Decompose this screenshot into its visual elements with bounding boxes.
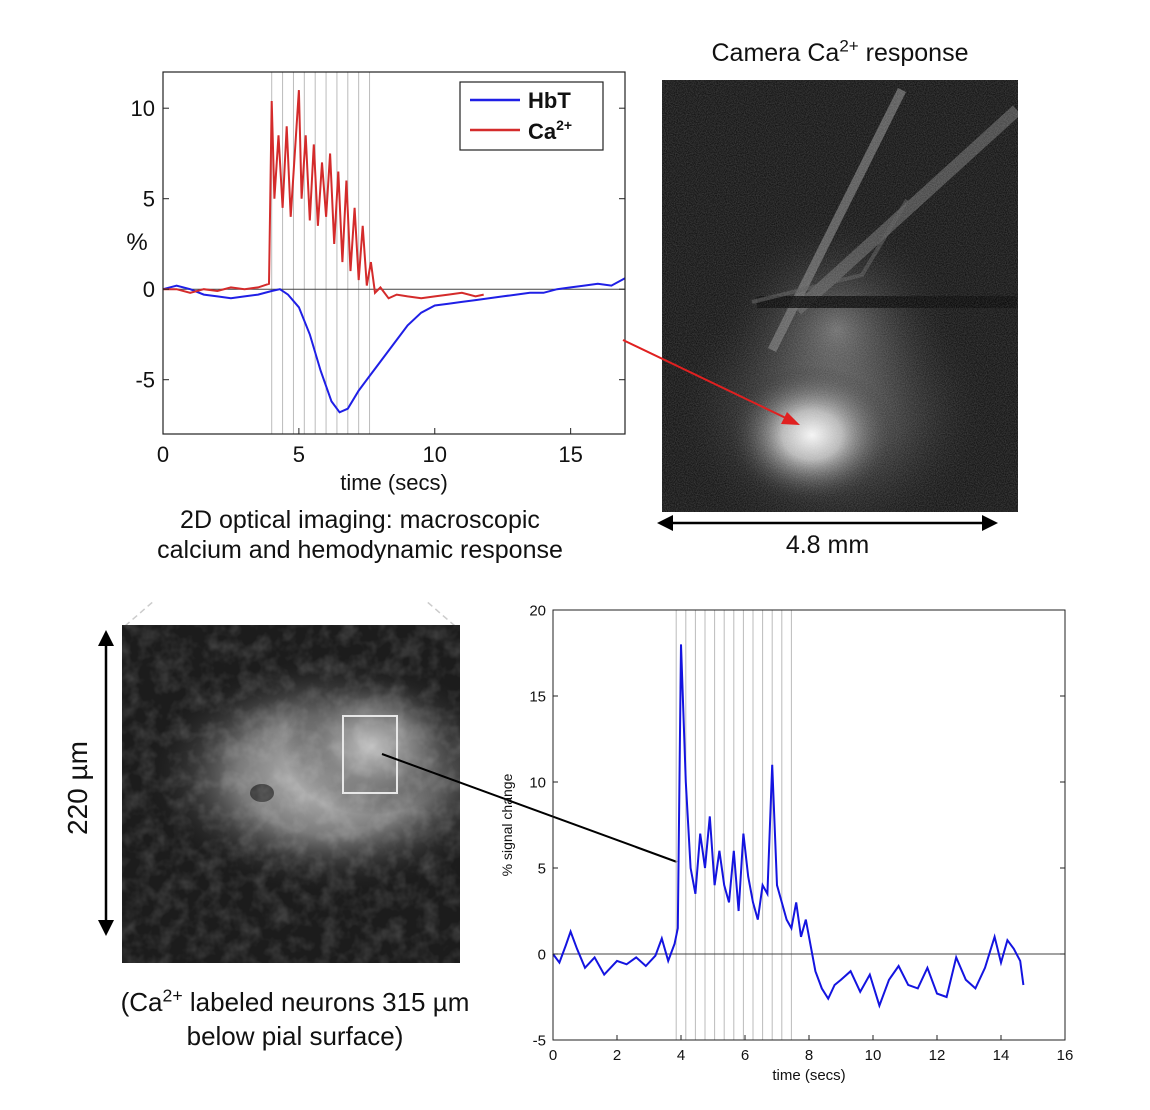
scale-label-220um: 220 µm xyxy=(62,741,93,835)
y-tick-label: 10 xyxy=(529,774,546,791)
x-tick-label: 15 xyxy=(558,442,582,467)
scale-bar-220um xyxy=(98,630,114,936)
scale-label-4-8mm: 4.8 mm xyxy=(785,531,870,559)
y-tick-label: 20 xyxy=(529,602,546,619)
top-hbt-line xyxy=(162,277,626,414)
y-tick-label: 0 xyxy=(143,277,155,302)
legend-box xyxy=(459,81,604,151)
x-tick-label: 14 xyxy=(993,1047,1010,1064)
bottom-caption-line1: (Ca2+ labeled neurons 315 µm xyxy=(120,985,470,1017)
scale-bar-4-8mm xyxy=(657,515,998,531)
x-tick-label: 5 xyxy=(293,442,305,467)
bottom-x-axis-label: time (secs) xyxy=(772,1067,845,1084)
bottom-signal-line xyxy=(552,644,1025,1009)
y-tick-label: 5 xyxy=(538,860,546,877)
x-tick-label: 12 xyxy=(929,1047,946,1064)
x-tick-label: 10 xyxy=(865,1047,882,1064)
y-tick-label: -5 xyxy=(533,1032,546,1049)
red-arrow xyxy=(622,339,800,425)
top-stimulus-lines xyxy=(271,72,371,434)
x-tick-label: 4 xyxy=(677,1047,685,1064)
roi-box xyxy=(342,715,398,794)
x-tick-label: 0 xyxy=(549,1047,557,1064)
neuron-image xyxy=(122,625,460,963)
y-tick-label: 15 xyxy=(529,688,546,705)
x-tick-label: 16 xyxy=(1057,1047,1074,1064)
red-arrow-head xyxy=(781,412,800,425)
x-tick-label: 0 xyxy=(157,442,169,467)
y-tick-label: 5 xyxy=(143,186,155,211)
x-tick-label: 10 xyxy=(423,442,447,467)
top-caption: 2D optical imaging: macroscopic calcium … xyxy=(95,505,625,565)
legend-hbt-label: HbT xyxy=(528,88,571,113)
roi-connector xyxy=(381,753,678,863)
top-plot-frame xyxy=(162,71,626,435)
top-x-axis-label: time (secs) xyxy=(340,470,448,495)
top-caption-line1: 2D optical imaging: macroscopic xyxy=(180,506,540,534)
x-tick-label: 6 xyxy=(741,1047,749,1064)
y-tick-label: -5 xyxy=(135,367,155,392)
x-tick-label: 8 xyxy=(805,1047,813,1064)
top-ca-line xyxy=(163,90,484,300)
bottom-caption-line2: below pial surface) xyxy=(186,1021,404,1051)
x-tick-label: 2 xyxy=(613,1047,621,1064)
bottom-y-axis-label: % signal change xyxy=(499,773,515,876)
bottom-caption: (Ca2+ labeled neurons 315 µm below pial … xyxy=(60,985,530,1053)
top-y-axis-label: % xyxy=(126,229,147,256)
y-tick-label: 10 xyxy=(131,96,155,121)
y-tick-label: 0 xyxy=(538,946,546,963)
top-chart: 0 5 10 15 10 5 0 -5 % time (secs) HbT Ca2+ xyxy=(126,71,626,495)
zoom-guide-lines xyxy=(124,599,456,627)
bottom-plot-frame xyxy=(552,609,1066,1041)
top-caption-line2: calcium and hemodynamic response xyxy=(157,536,563,564)
camera-title: Camera Ca2+ response xyxy=(711,36,969,67)
red-arrow-line xyxy=(622,339,791,421)
top-legend: HbT Ca2+ xyxy=(459,81,604,151)
bottom-stimulus-lines xyxy=(675,610,792,1040)
top-ticks: 0 5 10 15 10 5 0 -5 xyxy=(131,96,625,467)
camera-ca-image xyxy=(662,80,1018,512)
